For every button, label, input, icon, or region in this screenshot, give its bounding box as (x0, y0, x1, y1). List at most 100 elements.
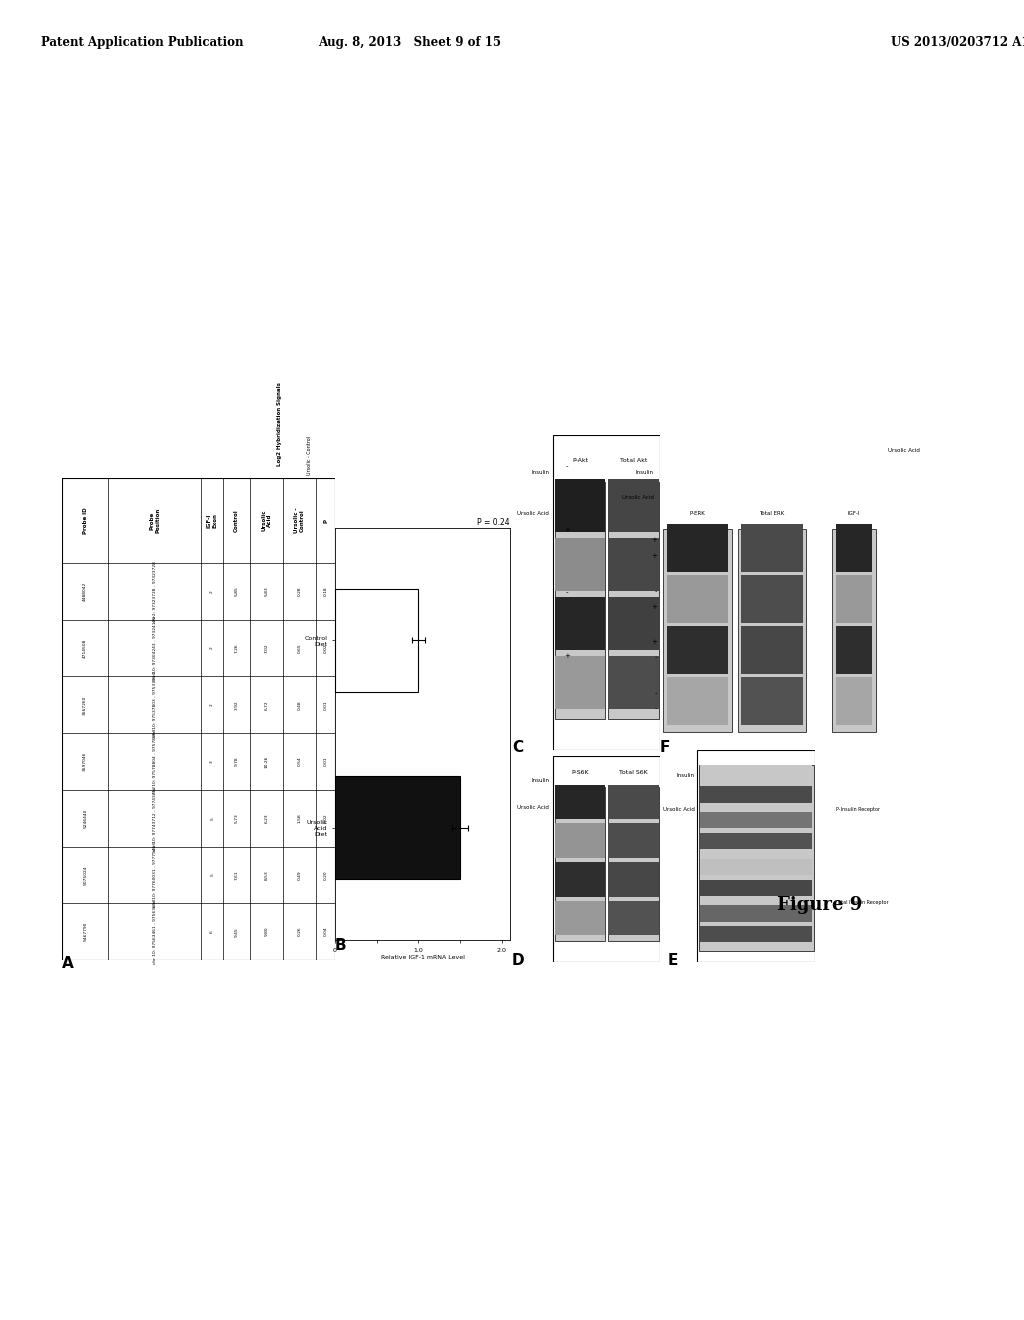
Text: Total ERK: Total ERK (760, 511, 784, 516)
Text: Insulin: Insulin (531, 470, 549, 475)
Text: Probe
Position: Probe Position (150, 508, 160, 533)
Text: 4488042: 4488042 (83, 582, 87, 601)
Text: 0.49: 0.49 (298, 870, 301, 879)
Text: 9.45: 9.45 (234, 927, 239, 936)
Text: 0.02: 0.02 (324, 813, 328, 824)
Bar (608, 824, 658, 858)
Text: 0.01: 0.01 (324, 756, 328, 767)
Text: P-ERK: P-ERK (689, 511, 706, 516)
Text: chr 10: 97743712 - 97743712: chr 10: 97743712 - 97743712 (153, 785, 157, 850)
Text: US 2013/0203712 A1: US 2013/0203712 A1 (891, 37, 1024, 49)
Bar (555, 656, 605, 709)
Bar (608, 539, 658, 591)
Bar (833, 529, 876, 733)
Text: 0.01: 0.01 (324, 700, 328, 710)
Text: 3: 3 (210, 760, 214, 763)
Text: 3567260: 3567260 (83, 696, 87, 714)
Bar (555, 482, 605, 718)
Text: Ursolic Acid: Ursolic Acid (663, 807, 694, 812)
Bar (700, 812, 812, 828)
Text: Total S6K: Total S6K (618, 770, 648, 775)
Text: 5: 5 (210, 874, 214, 876)
Text: 0.04: 0.04 (324, 927, 328, 936)
Text: chr 10: 97760031 - 97779413: chr 10: 97760031 - 97779413 (153, 842, 157, 907)
Bar (608, 479, 658, 532)
Bar (667, 524, 728, 572)
Bar (555, 824, 605, 858)
Text: 0.20: 0.20 (324, 870, 328, 879)
Text: -: - (654, 705, 656, 711)
Text: 5075024: 5075024 (83, 865, 87, 884)
Text: -: - (565, 463, 568, 470)
Text: 3597046: 3597046 (83, 752, 87, 771)
Text: 7.26: 7.26 (234, 643, 239, 653)
Text: 5467790: 5467790 (83, 921, 87, 941)
Text: -: - (654, 589, 656, 594)
Text: +: + (564, 652, 569, 659)
Text: Insulin: Insulin (677, 774, 694, 777)
Bar (664, 529, 731, 733)
Bar (555, 785, 605, 820)
Bar (335, 776, 460, 879)
Bar (700, 927, 812, 942)
Text: Probe ID: Probe ID (83, 507, 88, 533)
Text: 1.58: 1.58 (298, 813, 301, 824)
Bar (741, 576, 803, 623)
Text: F: F (660, 741, 671, 755)
Text: 0.26: 0.26 (298, 927, 301, 936)
Bar (697, 750, 815, 962)
Text: 2: 2 (210, 647, 214, 649)
Bar (700, 858, 812, 875)
Text: 0.02: 0.02 (324, 643, 328, 653)
Text: 0.18: 0.18 (324, 586, 328, 597)
Text: Ursolic Acid: Ursolic Acid (622, 495, 653, 500)
Text: 0.48: 0.48 (298, 700, 301, 710)
Text: 5.73: 5.73 (234, 813, 239, 824)
Text: IGF-I
Exon: IGF-I Exon (207, 513, 217, 528)
Text: +: + (651, 639, 656, 645)
Bar (555, 787, 605, 941)
Text: 7.61: 7.61 (234, 870, 239, 879)
Text: 5: 5 (210, 817, 214, 820)
Text: Insulin: Insulin (531, 779, 549, 783)
Bar (741, 626, 803, 673)
Bar (608, 785, 658, 820)
Text: 9.80: 9.80 (265, 927, 268, 936)
Text: Ursolic
Acid: Ursolic Acid (261, 510, 272, 531)
Text: +: + (651, 553, 656, 558)
Text: +: + (564, 527, 569, 532)
Bar (608, 862, 658, 896)
Text: 5246440: 5246440 (83, 809, 87, 828)
Text: chr 10: 97578804 - 97578963: chr 10: 97578804 - 97578963 (153, 729, 157, 795)
Text: 7.02: 7.02 (265, 643, 268, 653)
Text: 6.72: 6.72 (265, 700, 268, 710)
Bar (738, 529, 806, 733)
Text: chr 10: 97304243 - 97324110: chr 10: 97304243 - 97324110 (153, 615, 157, 681)
Bar (553, 756, 660, 962)
Bar (608, 787, 658, 941)
Text: B: B (335, 939, 347, 953)
Text: Ursolic Acid: Ursolic Acid (888, 449, 920, 453)
Bar (741, 524, 803, 572)
Text: P-Insulin Receptor: P-Insulin Receptor (836, 807, 880, 812)
Text: Figure 9: Figure 9 (777, 896, 862, 913)
Bar (667, 626, 728, 673)
Bar (836, 626, 872, 673)
Bar (700, 766, 812, 781)
Text: 6.23: 6.23 (265, 813, 268, 824)
Text: IGF-I: IGF-I (848, 511, 860, 516)
Text: 0.65: 0.65 (298, 643, 301, 653)
Text: 4714508: 4714508 (83, 639, 87, 657)
Bar (555, 539, 605, 591)
Text: E: E (668, 953, 678, 968)
Text: 2: 2 (210, 590, 214, 593)
Text: +: + (651, 537, 656, 544)
Bar (608, 482, 658, 718)
Text: 5.85: 5.85 (234, 586, 239, 597)
Text: P = 0.24: P = 0.24 (477, 519, 510, 527)
Text: chr 10: 97537803 - 97537914: chr 10: 97537803 - 97537914 (153, 672, 157, 738)
Text: C: C (512, 741, 523, 755)
Bar (741, 677, 803, 725)
Text: 10.26: 10.26 (265, 755, 268, 768)
Bar (553, 436, 660, 750)
